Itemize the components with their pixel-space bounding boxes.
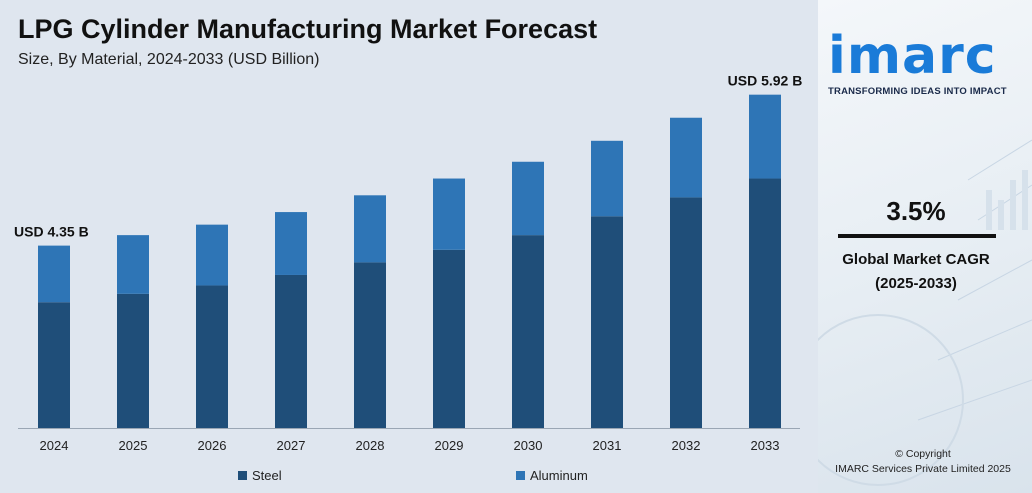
value-annotation-2033: USD 5.92 B bbox=[728, 73, 803, 89]
cagr-label: Global Market CAGR (2025-2033) bbox=[818, 248, 1014, 296]
x-tick-label-2030: 2030 bbox=[514, 438, 543, 453]
copyright-line2: IMARC Services Private Limited 2025 bbox=[835, 463, 1011, 475]
brand-tagline: TRANSFORMING IDEAS INTO IMPACT bbox=[828, 86, 1007, 97]
x-tick-label-2027: 2027 bbox=[277, 438, 306, 453]
cagr-label-line2: (2025-2033) bbox=[875, 275, 957, 292]
chart-subtitle: Size, By Material, 2024-2033 (USD Billio… bbox=[18, 51, 320, 68]
legend-item-aluminum: Aluminum bbox=[516, 467, 588, 483]
bar-aluminum-2024 bbox=[38, 245, 70, 303]
legend-item-steel: Steel bbox=[238, 467, 282, 483]
x-tick-label-2028: 2028 bbox=[356, 438, 385, 453]
x-tick-label-2029: 2029 bbox=[435, 438, 464, 453]
x-tick-label-2026: 2026 bbox=[198, 438, 227, 453]
bar-aluminum-2026 bbox=[196, 224, 228, 286]
bar-steel-2033 bbox=[749, 178, 781, 428]
decorative-background bbox=[818, 139, 1032, 486]
bar-steel-2029 bbox=[433, 249, 465, 428]
bar-chart: 2024 2025 2026 2027 2028 2029 2030 2031 2032 2033… bbox=[14, 73, 803, 453]
bar-aluminum-2029 bbox=[433, 178, 465, 250]
copyright: © Copyright IMARC Services Private Limit… bbox=[818, 447, 1028, 477]
bar-steel-2025 bbox=[117, 293, 149, 428]
bar-aluminum-2031 bbox=[591, 140, 623, 217]
cagr-divider bbox=[838, 234, 996, 238]
bar-steel-2032 bbox=[670, 197, 702, 428]
cagr-value: 3.5% bbox=[886, 196, 946, 226]
brand-logo: imarc TRANSFORMING IDEAS INTO IMPACT bbox=[828, 30, 1028, 97]
bar-aluminum-2032 bbox=[670, 117, 702, 198]
value-annotation-2024: USD 4.35 B bbox=[14, 224, 89, 240]
legend-label-steel: Steel bbox=[252, 467, 282, 483]
x-tick-label-2033: 2033 bbox=[751, 438, 780, 453]
bar-steel-2028 bbox=[354, 262, 386, 428]
bar-aluminum-2028 bbox=[354, 195, 386, 263]
bar-steel-2030 bbox=[512, 235, 544, 428]
bar-steel-2027 bbox=[275, 274, 307, 428]
imarc-logo: imarc bbox=[828, 26, 997, 86]
legend-label-aluminum: Aluminum bbox=[530, 467, 588, 483]
x-tick-label-2025: 2025 bbox=[119, 438, 148, 453]
legend-swatch-aluminum bbox=[516, 470, 525, 480]
x-tick-label-2032: 2032 bbox=[672, 438, 701, 453]
legend-swatch-steel bbox=[238, 470, 247, 480]
bar-aluminum-2027 bbox=[275, 212, 307, 275]
x-tick-label-2031: 2031 bbox=[593, 438, 622, 453]
bar-aluminum-2030 bbox=[512, 161, 544, 236]
bar-steel-2026 bbox=[196, 285, 228, 428]
bar-steel-2031 bbox=[591, 216, 623, 428]
side-panel: imarc TRANSFORMING IDEAS INTO IMPACT 3.5… bbox=[818, 0, 1032, 493]
bar-aluminum-2025 bbox=[117, 235, 149, 294]
cagr-label-line1: Global Market CAGR bbox=[842, 251, 990, 268]
bar-steel-2024 bbox=[38, 302, 70, 428]
bar-aluminum-2033 bbox=[749, 94, 781, 179]
chart-panel: LPG Cylinder Manufacturing Market Foreca… bbox=[0, 0, 818, 493]
x-tick-label-2024: 2024 bbox=[40, 438, 69, 453]
copyright-line1: © Copyright bbox=[895, 448, 951, 460]
chart-title: LPG Cylinder Manufacturing Market Foreca… bbox=[18, 14, 598, 44]
